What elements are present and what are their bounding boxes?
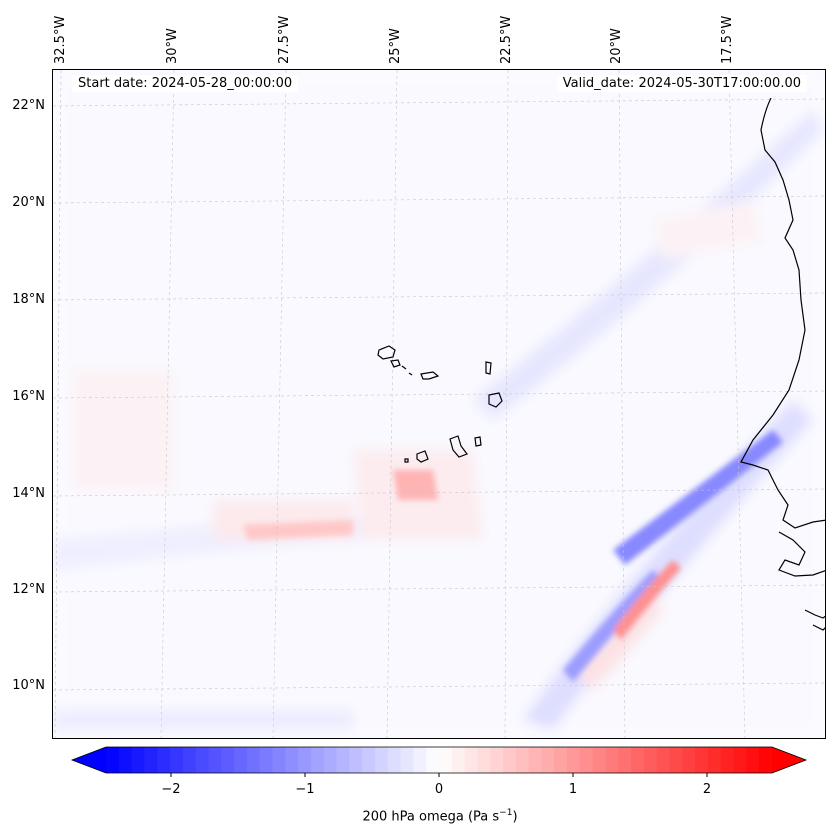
colorbar-segment — [464, 747, 478, 773]
colorbar-segment — [528, 747, 542, 773]
lon-label-2: 27.5°W — [277, 15, 292, 64]
colorbar-segment — [439, 747, 453, 773]
colorbar-tick-label-4: 2 — [702, 782, 712, 797]
colorbar-segment — [208, 747, 222, 773]
colorbar-segment — [118, 747, 133, 773]
lat-label-6: 10°N — [12, 678, 45, 693]
island-sao-vicente — [390, 359, 401, 368]
island-santiago — [449, 435, 468, 458]
colorbar-segment — [246, 747, 261, 773]
lat-label-2: 18°N — [12, 292, 45, 307]
colorbar-segment — [503, 747, 517, 773]
colorbar-segment — [631, 747, 645, 773]
colorbar-segment — [426, 747, 440, 773]
island-sao-nicolau — [420, 371, 440, 380]
colorbar-segment — [477, 747, 491, 773]
colorbar-ticks — [170, 773, 708, 777]
colorbar-segment — [336, 747, 350, 773]
colorbar-segment — [413, 747, 427, 773]
colorbar-segment — [733, 747, 747, 773]
colorbar-segment — [643, 747, 658, 773]
gridlines — [53, 70, 825, 738]
colorbar-segment — [106, 747, 120, 773]
colorbar-segment — [695, 747, 709, 773]
lon-label-1: 30°W — [165, 28, 180, 64]
colorbar-segment — [746, 747, 760, 773]
colorbar-segment — [144, 747, 158, 773]
cape-verde-islands — [377, 345, 503, 463]
colorbar-segment — [490, 747, 504, 773]
island-brava — [404, 458, 409, 463]
colorbar-segment — [259, 747, 273, 773]
colorbar-segment — [669, 747, 683, 773]
colorbar-segment — [567, 747, 581, 773]
colorbar-segment — [272, 747, 286, 773]
colorbar-tick-label-2: 0 — [434, 782, 444, 797]
colorbar-segment — [157, 747, 171, 773]
colorbar-segment — [221, 747, 235, 773]
colorbar-segment — [170, 747, 184, 773]
lat-label-0: 22°N — [12, 98, 45, 113]
lon-label-5: 20°W — [609, 28, 624, 64]
colorbar-segment — [131, 747, 145, 773]
colorbar-segment — [323, 747, 338, 773]
map-panel — [52, 69, 826, 739]
colorbar-segment — [362, 747, 376, 773]
colorbar-tick-label-1: −1 — [295, 782, 315, 797]
colorbar-segment — [592, 747, 606, 773]
lat-label-1: 20°N — [12, 195, 45, 210]
colorbar-segment — [195, 747, 209, 773]
colorbar-outline — [70, 746, 808, 774]
colorbar-segment — [656, 747, 671, 773]
colorbar-tick-label-3: 1 — [568, 782, 578, 797]
colorbar-segment — [400, 747, 414, 773]
lat-label-3: 16°N — [12, 389, 45, 404]
colorbar-segment — [285, 747, 299, 773]
colorbar-segment — [541, 747, 555, 773]
island-santo-antao — [377, 345, 396, 360]
colorbar-segment — [618, 747, 632, 773]
colorbar-segment — [707, 747, 722, 773]
island-boa-vista — [488, 392, 503, 408]
valid-date-label: Valid_date: 2024-05-30T17:00:00.00 — [556, 75, 807, 92]
field-anomalies — [53, 70, 825, 738]
colorbar-label: 200 hPa omega (Pa s−1) — [362, 808, 518, 825]
colorbar-extend-min — [72, 747, 106, 773]
colorbar-segment — [310, 747, 325, 773]
colorbar-segment — [605, 747, 619, 773]
lon-label-3: 25°W — [388, 28, 403, 64]
lon-label-4: 22.5°W — [499, 15, 514, 64]
lon-label-0: 32.5°W — [53, 15, 68, 64]
lat-label-4: 14°N — [12, 486, 45, 501]
colorbar-segment — [759, 747, 773, 773]
colorbar-segments — [70, 746, 808, 774]
lon-label-6: 17.5°W — [720, 15, 735, 64]
colorbar-segment — [298, 747, 312, 773]
lat-label-5: 12°N — [12, 582, 45, 597]
colorbar-segment — [579, 747, 594, 773]
island-sal — [485, 361, 492, 375]
africa-coastline — [740, 97, 825, 529]
colorbar-segment — [515, 747, 530, 773]
colorbar-segment — [451, 747, 466, 773]
island-maio — [474, 436, 482, 447]
colorbar-segment — [554, 747, 568, 773]
colorbar-segment — [682, 747, 696, 773]
omega-field-map — [53, 70, 825, 738]
colorbar-segment — [720, 747, 735, 773]
colorbar-segment — [374, 747, 389, 773]
colorbar-segment — [387, 747, 402, 773]
colorbar-tick-label-0: −2 — [161, 782, 181, 797]
colorbar-segment — [349, 747, 363, 773]
colorbar-extend-max — [772, 747, 806, 773]
colorbar-segment — [234, 747, 248, 773]
coastline — [740, 97, 825, 631]
colorbar-segment — [182, 747, 197, 773]
start-date-label: Start date: 2024-05-28_00:00:00 — [72, 75, 299, 92]
island-fogo — [416, 450, 429, 463]
